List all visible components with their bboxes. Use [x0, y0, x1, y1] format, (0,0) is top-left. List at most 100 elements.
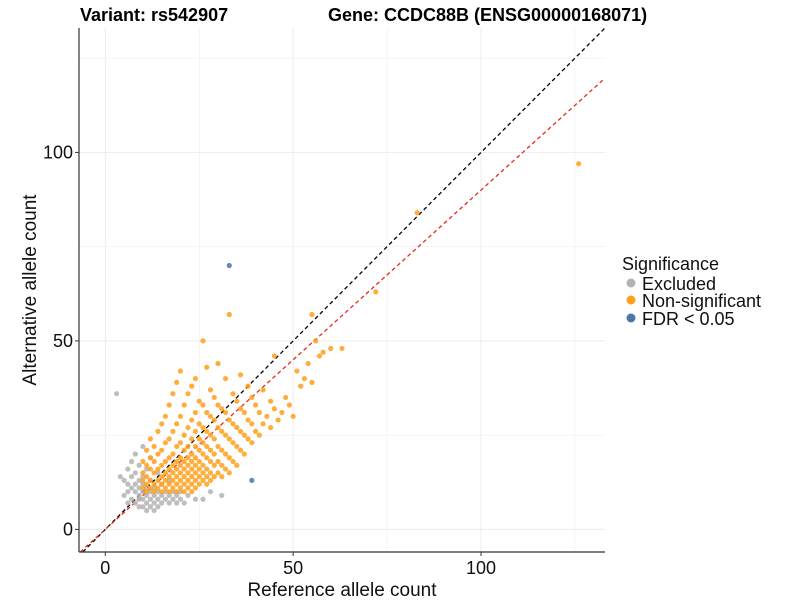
point-excluded	[174, 492, 180, 499]
point-excluded	[140, 481, 146, 487]
point-non-significant	[170, 428, 176, 434]
point-non-significant	[155, 485, 161, 491]
data-points	[113, 161, 582, 514]
point-non-significant	[147, 466, 153, 472]
y-tick-label: 100	[43, 142, 73, 162]
point-non-significant	[219, 428, 225, 434]
legend-key-excluded	[626, 278, 636, 288]
point-non-significant	[192, 455, 199, 461]
point-non-significant	[170, 477, 176, 483]
point-non-significant	[215, 470, 221, 476]
point-non-significant	[226, 436, 232, 442]
point-non-significant	[249, 421, 255, 427]
point-excluded	[200, 496, 206, 502]
point-non-significant	[170, 451, 176, 457]
point-non-significant	[166, 402, 172, 408]
point-non-significant	[159, 481, 165, 487]
point-excluded	[144, 507, 150, 514]
point-non-significant	[309, 379, 315, 385]
point-fdr-0-05	[249, 477, 255, 483]
point-non-significant	[174, 466, 180, 472]
point-excluded	[121, 492, 127, 499]
point-non-significant	[170, 462, 176, 468]
point-non-significant	[268, 424, 274, 431]
point-excluded	[144, 492, 150, 499]
point-non-significant	[222, 375, 229, 382]
point-non-significant	[140, 485, 146, 491]
x-axis-label: Reference allele count	[247, 580, 437, 600]
point-non-significant	[185, 477, 191, 483]
point-non-significant	[230, 391, 236, 397]
point-non-significant	[144, 447, 150, 453]
legend-label-fdr: FDR < 0.05	[642, 309, 735, 329]
point-non-significant	[144, 474, 150, 480]
point-non-significant	[162, 413, 169, 419]
point-non-significant	[207, 477, 214, 483]
point-excluded	[129, 496, 135, 502]
point-non-significant	[170, 470, 176, 476]
point-excluded	[151, 500, 157, 506]
point-non-significant	[211, 436, 217, 442]
point-non-significant	[316, 353, 323, 359]
point-excluded	[151, 492, 157, 499]
point-excluded	[147, 489, 153, 495]
point-non-significant	[204, 466, 210, 472]
point-non-significant	[245, 417, 251, 423]
point-non-significant	[151, 470, 157, 476]
point-excluded	[140, 474, 146, 480]
point-non-significant	[174, 481, 180, 487]
point-non-significant	[185, 462, 191, 468]
reference-line-fit	[79, 77, 606, 553]
point-non-significant	[237, 447, 244, 453]
point-non-significant	[181, 432, 187, 438]
point-non-significant	[196, 474, 202, 480]
point-excluded	[147, 496, 153, 502]
point-non-significant	[151, 481, 157, 487]
point-non-significant	[159, 489, 165, 495]
point-excluded	[159, 492, 165, 499]
point-non-significant	[192, 462, 199, 468]
point-non-significant	[196, 421, 202, 427]
point-non-significant	[230, 421, 236, 427]
point-excluded	[155, 470, 161, 476]
point-non-significant	[192, 470, 199, 476]
y-axis-ticks: 0 50 100	[43, 142, 79, 539]
point-non-significant	[234, 398, 240, 404]
point-non-significant	[192, 428, 199, 434]
point-non-significant	[241, 432, 247, 438]
point-excluded	[151, 485, 157, 491]
point-non-significant	[192, 477, 199, 483]
point-non-significant	[147, 485, 153, 491]
x-tick-label: 50	[283, 558, 303, 578]
point-non-significant	[283, 394, 289, 401]
point-non-significant	[185, 424, 191, 431]
point-excluded	[144, 500, 150, 506]
point-non-significant	[170, 391, 176, 397]
point-non-significant	[200, 440, 206, 446]
point-non-significant	[174, 489, 180, 495]
point-non-significant	[140, 470, 146, 476]
point-non-significant	[264, 413, 270, 419]
point-non-significant	[151, 489, 157, 495]
point-non-significant	[159, 421, 165, 427]
point-non-significant	[174, 421, 180, 427]
point-non-significant	[196, 466, 202, 472]
point-excluded	[155, 489, 161, 495]
point-non-significant	[177, 440, 184, 446]
point-non-significant	[196, 481, 202, 487]
point-non-significant	[252, 402, 259, 408]
point-excluded	[125, 489, 131, 495]
point-excluded	[136, 496, 142, 502]
point-non-significant	[177, 477, 184, 483]
point-non-significant	[174, 458, 180, 465]
legend-label-excluded: Excluded	[642, 274, 716, 294]
point-non-significant	[151, 458, 157, 465]
point-non-significant	[189, 436, 195, 442]
point-non-significant	[174, 474, 180, 480]
point-non-significant	[226, 311, 232, 318]
point-non-significant	[185, 391, 191, 397]
point-non-significant	[177, 470, 184, 476]
point-excluded	[192, 496, 199, 502]
point-excluded	[162, 496, 169, 502]
point-excluded	[170, 496, 176, 502]
